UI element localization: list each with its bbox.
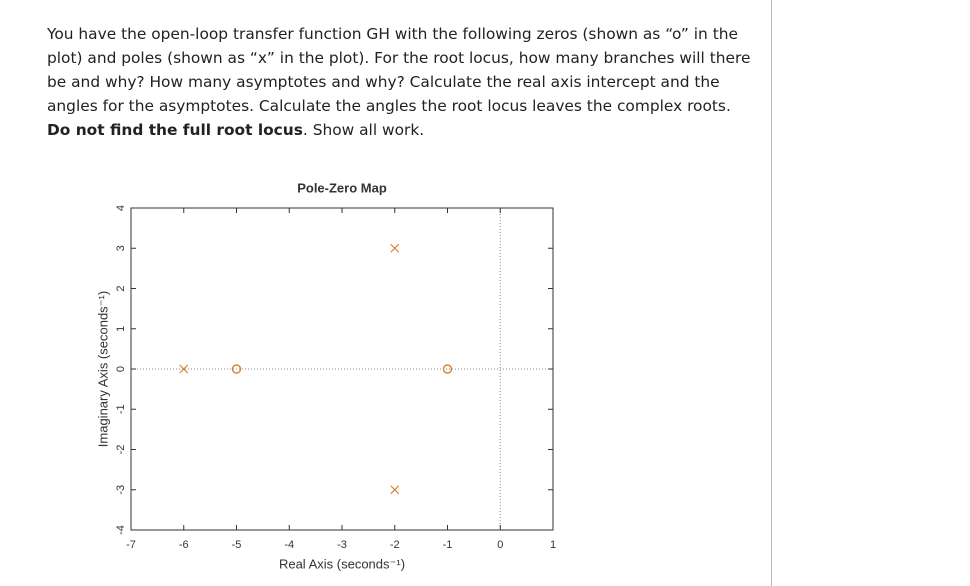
- y-tick-label: -3: [115, 485, 127, 495]
- x-axis-label: Real Axis (seconds⁻¹): [279, 556, 405, 571]
- pole-marker: [390, 485, 400, 495]
- y-axis-label: Imaginary Axis (seconds⁻¹): [95, 291, 110, 447]
- text-run: You have the open-loop transfer function…: [47, 25, 751, 115]
- x-tick-label: 1: [550, 539, 556, 551]
- x-tick-label: -7: [126, 539, 136, 551]
- page-border: [771, 0, 772, 586]
- zero-marker: [231, 364, 242, 374]
- y-tick-label: 0: [115, 366, 127, 372]
- y-tick-label: -2: [115, 445, 127, 455]
- y-tick-label: 1: [115, 326, 127, 332]
- x-tick-label: -2: [390, 539, 400, 551]
- x-tick-label: -6: [179, 539, 189, 551]
- x-tick-label: -4: [284, 539, 294, 551]
- y-tick-label: -1: [115, 404, 127, 414]
- pole-marker: [390, 243, 400, 253]
- x-tick-label: -5: [232, 539, 242, 551]
- x-tick-label: -3: [337, 539, 347, 551]
- bold-text: Do not find the full root locus: [47, 121, 303, 139]
- y-tick-label: 3: [115, 245, 127, 251]
- y-tick-label: -4: [115, 525, 127, 535]
- text-run: . Show all work.: [302, 121, 425, 139]
- y-tick-label: 4: [115, 205, 127, 211]
- pole-marker: [179, 364, 189, 374]
- question-text: You have the open-loop transfer function…: [47, 22, 759, 142]
- y-tick-label: 2: [115, 285, 127, 291]
- zero-marker: [442, 364, 453, 374]
- x-tick-label: -1: [443, 539, 453, 551]
- chart-title: Pole-Zero Map: [297, 180, 387, 195]
- x-tick-label: 0: [497, 539, 503, 551]
